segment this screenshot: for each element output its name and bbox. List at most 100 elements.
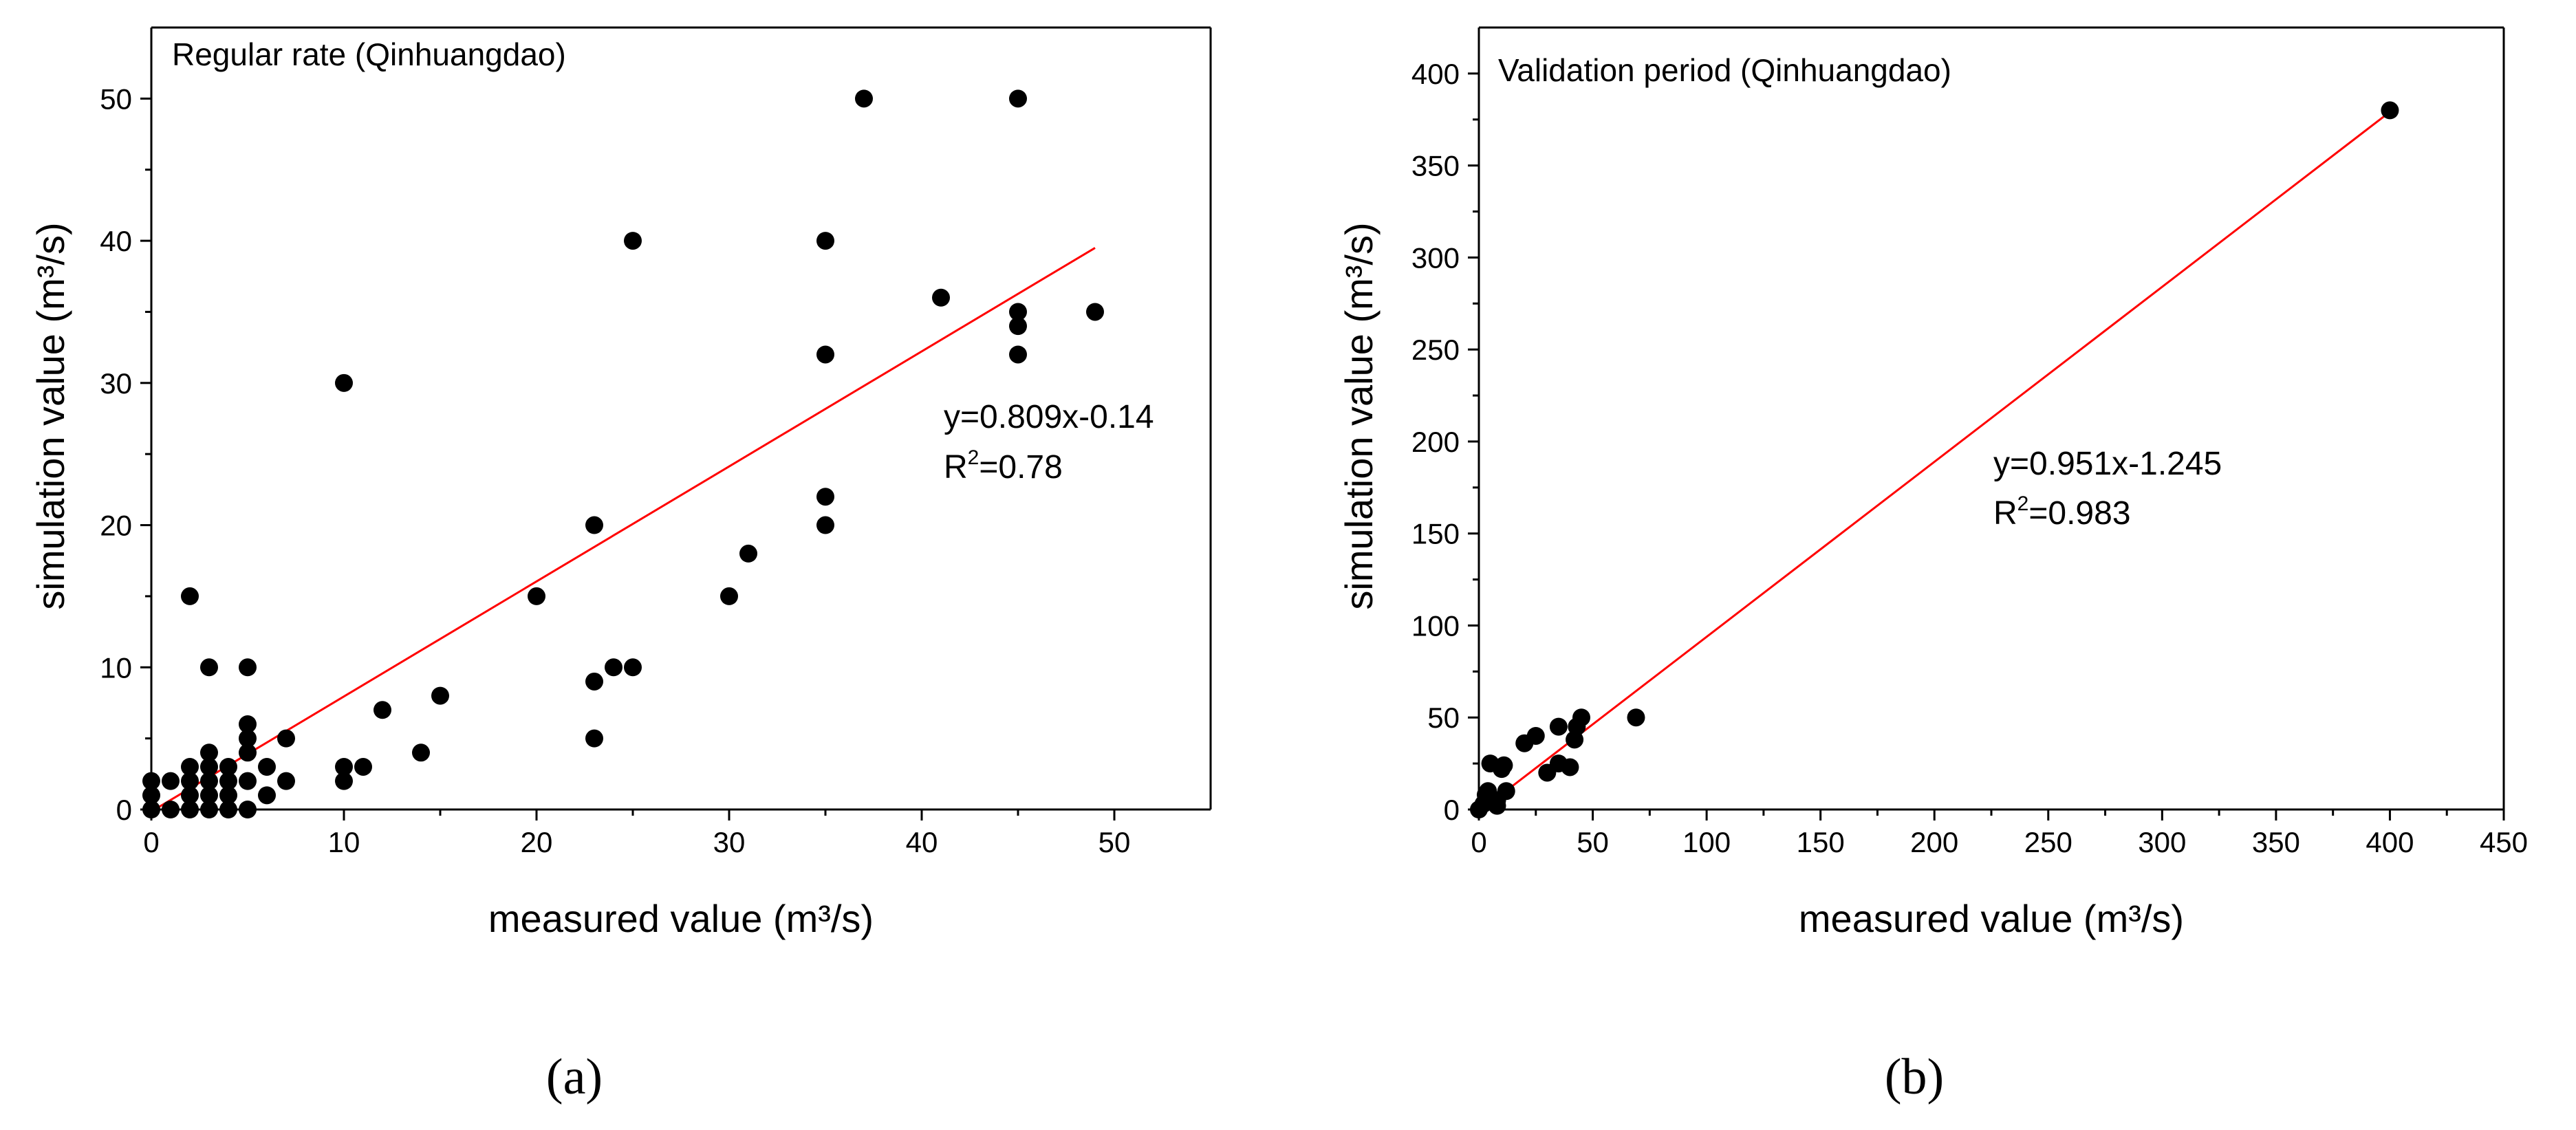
x-axis-label: measured value (m³/s) xyxy=(488,897,874,940)
chart-panel-b: 0 50 100 150 200 250 300 350 400 450 0 50 100 150 200 2… xyxy=(1337,26,2528,1105)
data-point xyxy=(219,757,237,776)
r-squared-superscript: 2 xyxy=(968,446,979,469)
x-axis-label: measured value (m³/s) xyxy=(1799,897,2184,940)
data-point xyxy=(528,587,545,605)
data-point xyxy=(1009,345,1027,364)
r-squared-superscript: 2 xyxy=(2017,492,2029,515)
data-points xyxy=(1470,101,2399,818)
data-point xyxy=(585,672,603,691)
x-tick-label: 40 xyxy=(906,826,938,858)
data-point xyxy=(431,686,449,705)
y-axis-label: simulation value (m³/s) xyxy=(29,222,72,609)
data-point xyxy=(181,786,199,805)
data-point xyxy=(816,516,834,534)
data-point xyxy=(816,232,834,250)
x-tick-label: 20 xyxy=(521,826,553,858)
x-tick-label: 350 xyxy=(2252,826,2300,858)
chart-panel-a: 0 10 20 30 40 50 0 10 20 30 40 50 Regular rate (Qin… xyxy=(29,26,1212,1105)
data-point xyxy=(200,772,218,790)
y-tick-label: 40 xyxy=(100,225,132,257)
regression-line xyxy=(151,247,1096,813)
data-point xyxy=(374,701,391,719)
y-tick-label: 0 xyxy=(1444,794,1460,826)
chart-title: Validation period (Qinhuangdao) xyxy=(1498,52,1951,88)
data-point xyxy=(1572,708,1590,727)
data-point xyxy=(181,801,199,818)
data-point xyxy=(200,658,218,677)
data-point xyxy=(585,729,603,748)
y-tick-label: 250 xyxy=(1411,334,1460,366)
x-tick-label: 400 xyxy=(2366,826,2414,858)
data-point xyxy=(200,757,218,776)
data-point xyxy=(816,488,834,506)
y-axis-label: simulation value (m³/s) xyxy=(1337,222,1381,609)
data-point xyxy=(720,587,738,605)
data-point xyxy=(1549,717,1568,736)
x-tick-label: 0 xyxy=(1471,826,1486,858)
x-tick-label: 30 xyxy=(713,826,746,858)
regression-equation: y=0.809x-0.14 xyxy=(944,399,1154,435)
y-tick-label: 10 xyxy=(100,651,132,684)
data-point xyxy=(219,786,237,805)
x-tick-label: 150 xyxy=(1797,826,1845,858)
y-tick-label: 400 xyxy=(1411,58,1460,90)
data-point xyxy=(239,743,257,762)
data-point xyxy=(162,801,180,818)
data-point xyxy=(1561,758,1579,776)
data-point xyxy=(258,786,276,805)
y-tick-label: 0 xyxy=(116,794,132,826)
data-point xyxy=(239,729,257,748)
data-point xyxy=(624,658,642,677)
regression-line xyxy=(1478,111,2391,813)
panel-label-b: (b) xyxy=(1885,1049,1944,1105)
x-tick-label: 50 xyxy=(1098,826,1131,858)
data-point xyxy=(219,772,237,790)
data-point xyxy=(277,772,295,790)
x-tick-label: 450 xyxy=(2480,826,2528,858)
data-point xyxy=(142,801,160,818)
r-squared-symbol: R xyxy=(944,449,968,486)
y-tick-label: 20 xyxy=(100,510,132,542)
data-point xyxy=(142,786,160,805)
data-point xyxy=(585,516,603,534)
data-point xyxy=(239,772,257,790)
y-tick-label: 30 xyxy=(100,367,132,400)
x-tick-label: 0 xyxy=(143,826,159,858)
data-point xyxy=(219,801,237,818)
data-point xyxy=(1009,89,1027,108)
x-tick-label: 10 xyxy=(328,826,360,858)
data-point xyxy=(200,743,218,762)
data-point xyxy=(335,373,353,392)
r-squared: R2=0.78 xyxy=(944,446,1063,486)
axis-ticks xyxy=(140,97,1116,821)
data-point xyxy=(239,658,257,677)
data-point xyxy=(239,715,257,733)
y-tick-label: 200 xyxy=(1411,426,1460,458)
data-point xyxy=(142,772,160,790)
data-point xyxy=(412,743,430,762)
r-squared-value: =0.983 xyxy=(2028,495,2130,532)
data-point xyxy=(1009,317,1027,336)
data-point xyxy=(1495,756,1513,774)
data-point xyxy=(200,786,218,805)
data-point xyxy=(239,801,257,818)
data-point xyxy=(624,232,642,250)
r-squared-symbol: R xyxy=(1993,495,2017,532)
x-tick-label: 300 xyxy=(2138,826,2186,858)
data-point xyxy=(277,729,295,748)
data-point xyxy=(354,757,372,776)
data-points xyxy=(142,89,1104,818)
y-tick-label: 150 xyxy=(1411,518,1460,550)
x-tick-label: 100 xyxy=(1682,826,1731,858)
regression-equation: y=0.951x-1.245 xyxy=(1993,446,2222,482)
data-point xyxy=(605,658,623,677)
data-point xyxy=(1627,708,1645,727)
data-point xyxy=(162,772,180,790)
data-point xyxy=(258,757,276,776)
data-point xyxy=(181,587,199,605)
chart-title: Regular rate (Qinhuangdao) xyxy=(172,36,566,72)
data-point xyxy=(855,89,873,108)
data-point xyxy=(932,288,950,307)
y-tick-label: 50 xyxy=(100,83,132,115)
